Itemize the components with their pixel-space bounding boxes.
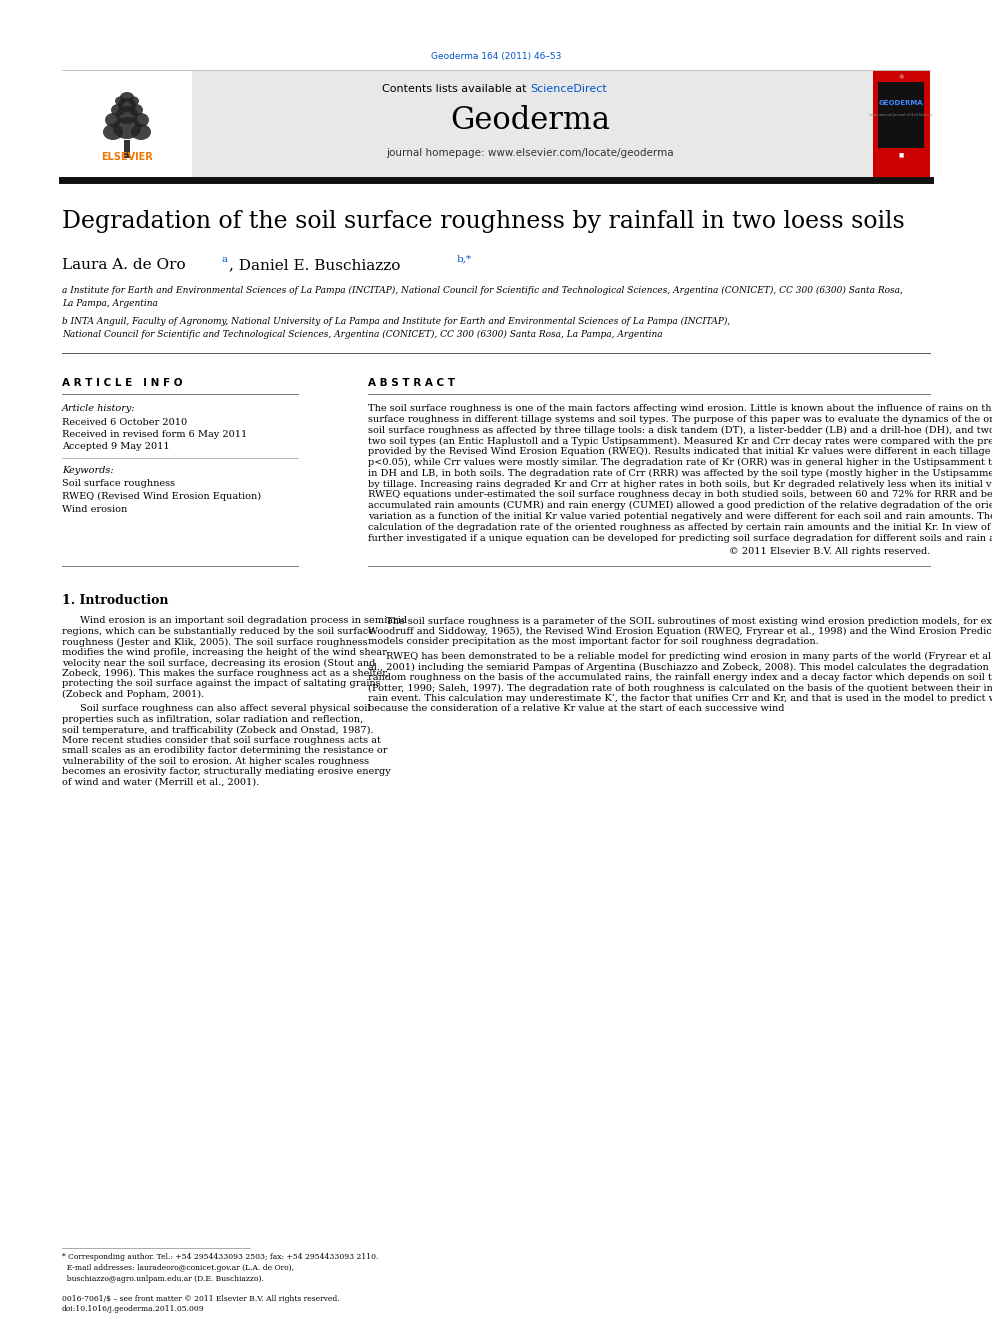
Text: Geoderma: Geoderma <box>450 105 610 136</box>
Text: Accepted 9 May 2011: Accepted 9 May 2011 <box>62 442 170 451</box>
Text: al., 2001) including the semiarid Pampas of Argentina (Buschiazzo and Zobeck, 20: al., 2001) including the semiarid Pampas… <box>368 663 992 672</box>
Text: doi:10.1016/j.geoderma.2011.05.009: doi:10.1016/j.geoderma.2011.05.009 <box>62 1304 204 1312</box>
Text: (Zobeck and Popham, 2001).: (Zobeck and Popham, 2001). <box>62 689 204 699</box>
Text: The soil surface roughness is one of the main factors affecting wind erosion. Li: The soil surface roughness is one of the… <box>368 404 992 413</box>
Bar <box>873 71 930 179</box>
Bar <box>878 82 924 148</box>
Text: ELSEVIER: ELSEVIER <box>101 152 153 161</box>
Text: because the consideration of a relative Kr value at the start of each successive: because the consideration of a relative … <box>368 704 785 713</box>
Text: Geoderma 164 (2011) 46–53: Geoderma 164 (2011) 46–53 <box>431 52 561 61</box>
Text: soil surface roughness as affected by three tillage tools: a disk tandem (DT), a: soil surface roughness as affected by th… <box>368 426 992 435</box>
Ellipse shape <box>118 98 136 112</box>
Text: © 2011 Elsevier B.V. All rights reserved.: © 2011 Elsevier B.V. All rights reserved… <box>729 548 930 557</box>
Text: by tillage. Increasing rains degraded Kr and Crr at higher rates in both soils, : by tillage. Increasing rains degraded Kr… <box>368 480 992 488</box>
Bar <box>124 140 130 157</box>
Text: Received in revised form 6 May 2011: Received in revised form 6 May 2011 <box>62 430 247 439</box>
Ellipse shape <box>103 124 123 140</box>
Text: 1. Introduction: 1. Introduction <box>62 594 169 607</box>
Text: b,*: b,* <box>457 255 472 265</box>
Text: RWEQ (Revised Wind Erosion Equation): RWEQ (Revised Wind Erosion Equation) <box>62 492 261 501</box>
Bar <box>192 71 930 179</box>
Ellipse shape <box>120 93 134 102</box>
Text: Wind erosion is an important soil degradation process in semiarid: Wind erosion is an important soil degrad… <box>80 617 407 626</box>
Ellipse shape <box>105 112 121 127</box>
Text: models consider precipitation as the most important factor for soil roughness de: models consider precipitation as the mos… <box>368 638 818 647</box>
Text: a: a <box>222 255 228 265</box>
Text: in DH and LB, in both soils. The degradation rate of Crr (RRR) was affected by t: in DH and LB, in both soils. The degrada… <box>368 468 992 478</box>
Text: Degradation of the soil surface roughness by rainfall in two loess soils: Degradation of the soil surface roughnes… <box>62 210 905 233</box>
Text: protecting the soil surface against the impact of saltating grains: protecting the soil surface against the … <box>62 680 381 688</box>
Text: buschiazzo@agro.unlpam.edu.ar (D.E. Buschiazzo).: buschiazzo@agro.unlpam.edu.ar (D.E. Busc… <box>62 1275 264 1283</box>
Text: journal homepage: www.elsevier.com/locate/geoderma: journal homepage: www.elsevier.com/locat… <box>386 148 674 157</box>
Text: (Potter, 1990; Saleh, 1997). The degradation rate of both roughness is calculate: (Potter, 1990; Saleh, 1997). The degrada… <box>368 684 992 692</box>
Text: vulnerability of the soil to erosion. At higher scales roughness: vulnerability of the soil to erosion. At… <box>62 757 369 766</box>
Text: roughness (Jester and Klik, 2005). The soil surface roughness: roughness (Jester and Klik, 2005). The s… <box>62 638 368 647</box>
Text: surface roughness in different tillage systems and soil types. The purpose of th: surface roughness in different tillage s… <box>368 415 992 423</box>
Ellipse shape <box>133 112 149 127</box>
Text: Laura A. de Oro: Laura A. de Oro <box>62 258 190 273</box>
Text: ScienceDirect: ScienceDirect <box>530 83 607 94</box>
Text: The soil surface roughness is a parameter of the SOIL subroutines of most existi: The soil surface roughness is a paramete… <box>386 617 992 626</box>
Ellipse shape <box>113 116 141 139</box>
Text: variation as a function of the initial Kr value varied potential negatively and : variation as a function of the initial K… <box>368 512 992 521</box>
Text: Soil surface roughness: Soil surface roughness <box>62 479 176 488</box>
Ellipse shape <box>116 106 138 124</box>
Text: random roughness on the basis of the accumulated rains, the rainfall energy inde: random roughness on the basis of the acc… <box>368 673 992 681</box>
Text: p<0.05), while Crr values were mostly similar. The degradation rate of Kr (ORR) : p<0.05), while Crr values were mostly si… <box>368 458 992 467</box>
Text: Received 6 October 2010: Received 6 October 2010 <box>62 418 187 427</box>
Text: properties such as infiltration, solar radiation and reflection,: properties such as infiltration, solar r… <box>62 714 363 724</box>
Text: Woodruff and Siddoway, 1965), the Revised Wind Erosion Equation (RWEQ, Fryrear e: Woodruff and Siddoway, 1965), the Revise… <box>368 627 992 636</box>
Text: soil temperature, and trafficability (Zobeck and Onstad, 1987).: soil temperature, and trafficability (Zo… <box>62 725 374 734</box>
Text: Wind erosion: Wind erosion <box>62 505 127 515</box>
Text: regions, which can be substantially reduced by the soil surface: regions, which can be substantially redu… <box>62 627 374 636</box>
Text: * Corresponding author. Tel.: +54 2954433093 2503; fax: +54 2954433093 2110.: * Corresponding author. Tel.: +54 295443… <box>62 1253 378 1261</box>
Text: provided by the Revised Wind Erosion Equation (RWEQ). Results indicated that ini: provided by the Revised Wind Erosion Equ… <box>368 447 992 456</box>
Bar <box>62 71 192 179</box>
Text: modifies the wind profile, increasing the height of the wind shear: modifies the wind profile, increasing th… <box>62 648 387 658</box>
Text: Keywords:: Keywords: <box>62 466 114 475</box>
Ellipse shape <box>115 97 125 106</box>
Text: ®: ® <box>898 75 904 79</box>
Text: rain event. This calculation may underestimate K’, the factor that unifies Crr a: rain event. This calculation may underes… <box>368 693 992 703</box>
Text: 0016-7061/$ – see front matter © 2011 Elsevier B.V. All rights reserved.: 0016-7061/$ – see front matter © 2011 El… <box>62 1295 339 1303</box>
Text: More recent studies consider that soil surface roughness acts at: More recent studies consider that soil s… <box>62 736 381 745</box>
Text: International Journal of Soil Science: International Journal of Soil Science <box>869 112 932 116</box>
Ellipse shape <box>111 105 125 116</box>
Text: GEODERMA: GEODERMA <box>879 101 924 106</box>
Text: , Daniel E. Buschiazzo: , Daniel E. Buschiazzo <box>229 258 406 273</box>
Text: further investigated if a unique equation can be developed for predicting soil s: further investigated if a unique equatio… <box>368 533 992 542</box>
Text: Zobeck, 1996). This makes the surface roughness act as a shelter,: Zobeck, 1996). This makes the surface ro… <box>62 669 389 677</box>
Ellipse shape <box>129 105 143 116</box>
Text: b INTA Anguil, Faculty of Agronomy, National University of La Pampa and Institut: b INTA Anguil, Faculty of Agronomy, Nati… <box>62 318 730 339</box>
Text: A R T I C L E   I N F O: A R T I C L E I N F O <box>62 378 183 388</box>
Text: E-mail addresses: lauradeoro@conicet.gov.ar (L.A. de Oro),: E-mail addresses: lauradeoro@conicet.gov… <box>62 1263 294 1271</box>
Text: ☾: ☾ <box>123 111 131 119</box>
Text: accumulated rain amounts (CUMR) and rain energy (CUMEI) allowed a good predictio: accumulated rain amounts (CUMR) and rain… <box>368 501 992 511</box>
Text: velocity near the soil surface, decreasing its erosion (Stout and: velocity near the soil surface, decreasi… <box>62 659 375 668</box>
Text: A B S T R A C T: A B S T R A C T <box>368 378 455 388</box>
Text: Article history:: Article history: <box>62 404 136 413</box>
Text: becomes an erosivity factor, structurally mediating erosive energy: becomes an erosivity factor, structurall… <box>62 767 391 777</box>
Text: ■: ■ <box>899 152 904 157</box>
Text: two soil types (an Entic Haplustoll and a Typic Ustipsamment). Measured Kr and C: two soil types (an Entic Haplustoll and … <box>368 437 992 446</box>
Text: RWEQ equations under-estimated the soil surface roughness decay in both studied : RWEQ equations under-estimated the soil … <box>368 491 992 499</box>
Text: RWEQ has been demonstrated to be a reliable model for predicting wind erosion in: RWEQ has been demonstrated to be a relia… <box>386 652 992 662</box>
Text: a Institute for Earth and Environmental Sciences of La Pampa (INCITAP), National: a Institute for Earth and Environmental … <box>62 286 903 308</box>
Ellipse shape <box>131 124 151 140</box>
Text: small scales as an erodibility factor determining the resistance or: small scales as an erodibility factor de… <box>62 746 388 755</box>
Text: of wind and water (Merrill et al., 2001).: of wind and water (Merrill et al., 2001)… <box>62 778 259 787</box>
Ellipse shape <box>129 97 139 106</box>
Text: Soil surface roughness can also affect several physical soil: Soil surface roughness can also affect s… <box>80 704 370 713</box>
Text: calculation of the degradation rate of the oriented roughness as affected by cer: calculation of the degradation rate of t… <box>368 523 992 532</box>
Text: Contents lists available at: Contents lists available at <box>382 83 530 94</box>
